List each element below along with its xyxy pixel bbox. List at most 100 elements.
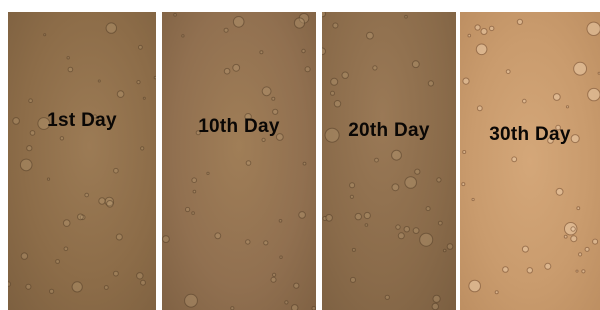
panel-label: 20th Day <box>322 120 456 142</box>
bubble <box>375 158 379 162</box>
bubble <box>564 235 567 238</box>
bubble <box>8 282 11 286</box>
bubble <box>207 172 209 174</box>
bubble <box>137 81 140 84</box>
bubble <box>192 178 197 183</box>
bubble <box>272 97 275 100</box>
panel-label: 30th Day <box>460 124 600 146</box>
bubble <box>326 215 333 222</box>
bubble <box>405 177 417 189</box>
bubble <box>141 147 144 150</box>
bubble <box>114 168 119 173</box>
bubble <box>463 151 466 154</box>
bubble <box>342 72 348 78</box>
bubble <box>571 227 575 231</box>
bubble <box>85 193 89 197</box>
bubble <box>224 28 228 32</box>
bubble <box>68 67 73 72</box>
bubble <box>503 267 509 273</box>
bubble <box>104 286 108 290</box>
bubble <box>114 271 119 276</box>
bubble <box>186 207 190 211</box>
bubble <box>302 49 305 52</box>
bubble <box>522 246 528 252</box>
bubble <box>141 280 146 285</box>
bubble <box>545 263 551 269</box>
texture <box>460 12 600 310</box>
bubble <box>280 256 282 258</box>
bubble <box>154 76 156 78</box>
bubble <box>437 178 441 182</box>
photo-panel: 10th Day <box>162 12 316 310</box>
bubble <box>481 29 487 35</box>
bubble <box>420 233 433 246</box>
page: {"panels": [{"label": "1st Day"}, {"labe… <box>0 0 600 310</box>
bubble <box>527 268 532 273</box>
bubble <box>193 190 196 193</box>
bubble <box>106 23 116 33</box>
bubble <box>322 12 326 17</box>
bubble <box>185 294 198 307</box>
bubble <box>312 307 316 310</box>
bubble <box>517 19 522 24</box>
bubble <box>116 234 122 240</box>
bubble <box>523 99 527 103</box>
bubble <box>305 67 310 72</box>
texture <box>8 12 156 310</box>
bubble <box>477 106 482 111</box>
bubble <box>264 241 268 245</box>
bubble <box>47 178 49 180</box>
bubble <box>350 183 355 188</box>
texture <box>322 12 456 310</box>
bubble <box>495 291 498 294</box>
bubble <box>365 224 368 227</box>
bubble <box>506 70 510 74</box>
bubble <box>56 260 60 264</box>
bubble <box>447 244 453 250</box>
bubble <box>571 236 577 242</box>
bubble <box>224 68 230 74</box>
bubble <box>587 22 600 35</box>
bubble <box>579 253 582 256</box>
bubble <box>20 159 32 171</box>
bubble <box>63 220 70 227</box>
bubble <box>469 280 481 292</box>
bubble <box>50 289 54 293</box>
photo-panel: 1st Day <box>8 12 156 310</box>
bubble <box>182 35 184 37</box>
bubble <box>163 236 170 243</box>
bubble <box>553 94 560 101</box>
bubble <box>21 253 27 259</box>
bubble <box>432 303 438 309</box>
bubble <box>192 212 195 215</box>
bubble <box>585 247 589 251</box>
bubble <box>443 249 446 252</box>
bubble <box>574 62 587 75</box>
bubble <box>64 247 68 251</box>
bubble <box>271 277 276 282</box>
bubble <box>556 188 563 195</box>
bubble <box>404 227 409 232</box>
bubble <box>396 225 400 229</box>
bubble <box>137 273 143 279</box>
bubble <box>331 91 335 95</box>
bubble <box>292 305 298 310</box>
bubble <box>273 273 276 276</box>
bubble <box>72 282 82 292</box>
bubble <box>426 207 430 211</box>
bubble <box>472 198 474 200</box>
panel-label: 10th Day <box>162 116 316 138</box>
bubble <box>433 295 440 302</box>
bubble <box>463 78 469 84</box>
bubble <box>428 81 433 86</box>
bubble <box>412 61 419 68</box>
bubble <box>27 146 32 151</box>
bubble <box>294 283 299 288</box>
bubble <box>512 157 517 162</box>
bubble <box>273 109 278 114</box>
bubble <box>44 34 46 36</box>
bubble <box>367 32 374 39</box>
bubble <box>303 162 306 165</box>
texture <box>162 12 316 310</box>
bubble <box>279 220 282 223</box>
